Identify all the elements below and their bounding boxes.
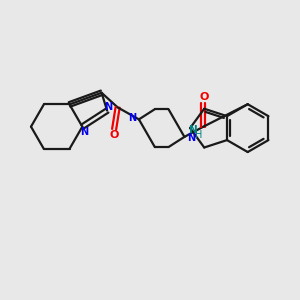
Text: N: N [189,124,197,135]
Text: N: N [104,102,112,112]
Text: N: N [128,113,136,123]
Text: H: H [195,130,202,140]
Text: N: N [187,133,195,143]
Text: O: O [110,130,119,140]
Text: O: O [199,92,208,103]
Text: N: N [80,127,88,137]
